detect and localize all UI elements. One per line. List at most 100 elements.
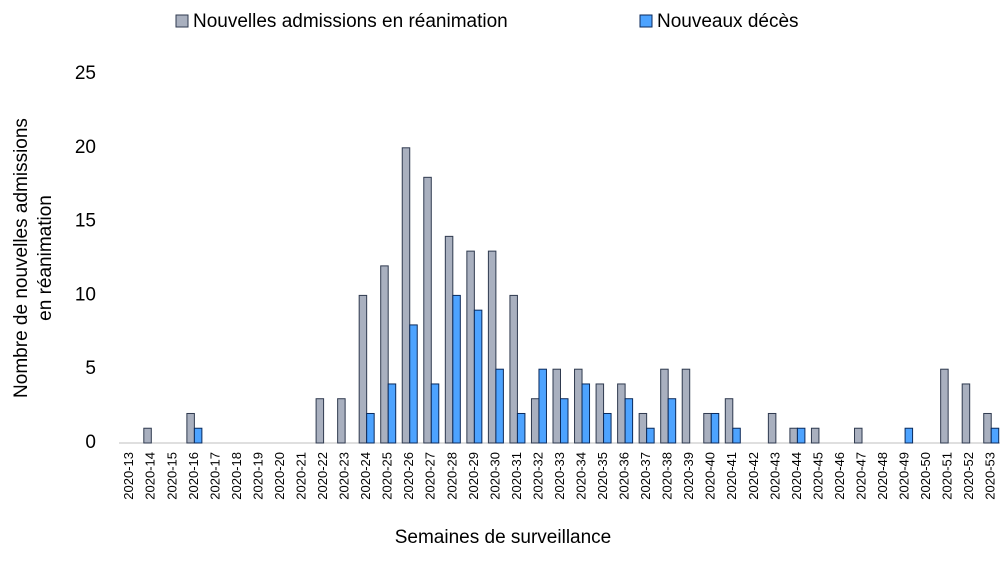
bar — [337, 398, 346, 444]
bar — [473, 309, 483, 444]
bar — [681, 368, 691, 444]
x-tick-label: 2020-33 — [552, 452, 567, 500]
x-tick-label: 2020-49 — [897, 452, 912, 500]
x-tick-label: 2020-20 — [272, 452, 287, 500]
bar — [961, 383, 971, 444]
y-tick-label: 25 — [75, 63, 96, 84]
bar — [315, 398, 325, 444]
x-tick-label: 2020-51 — [940, 452, 955, 500]
bar — [990, 427, 1000, 444]
y-tick-label: 5 — [85, 358, 96, 379]
bar — [366, 412, 375, 444]
x-tick-label: 2020-17 — [207, 452, 222, 500]
x-tick-label: 2020-30 — [487, 452, 502, 500]
bar — [466, 250, 475, 444]
bar — [646, 427, 655, 444]
x-tick-label: 2020-46 — [832, 452, 847, 500]
bar — [810, 427, 820, 444]
y-tick-label: 10 — [75, 284, 96, 305]
x-tick-label: 2020-18 — [229, 452, 244, 500]
bar — [193, 427, 203, 444]
x-tick-label: 2020-22 — [315, 452, 330, 500]
x-tick-label: 2020-41 — [724, 452, 739, 500]
bar — [660, 368, 669, 444]
y-tick-label: 0 — [85, 432, 96, 453]
x-tick-label: 2020-40 — [703, 452, 718, 500]
bar — [904, 427, 914, 444]
bar — [380, 265, 389, 444]
x-tick-label: 2020-35 — [595, 452, 610, 500]
bar — [581, 383, 591, 444]
x-tick-label: 2020-27 — [423, 452, 438, 500]
x-tick-label: 2020-48 — [875, 452, 890, 500]
bar — [186, 412, 195, 444]
x-tick-label: 2020-23 — [337, 452, 352, 500]
x-tick-label: 2020-39 — [681, 452, 696, 500]
x-tick-label: 2020-15 — [164, 452, 179, 500]
bar — [423, 176, 432, 444]
y-axis-label: Nombre de nouvelles admissions — [11, 118, 32, 398]
legend-label: Nouveaux décès — [657, 11, 799, 32]
bar — [430, 383, 440, 444]
bar — [409, 324, 418, 444]
bar — [516, 412, 526, 444]
x-tick-label: 2020-50 — [918, 452, 933, 500]
bar — [796, 427, 806, 444]
x-tick-label: 2020-53 — [983, 452, 998, 500]
y-tick-label: 20 — [75, 137, 96, 158]
bar — [732, 427, 741, 444]
x-tick-label: 2020-14 — [143, 452, 158, 500]
bar — [487, 250, 497, 444]
bar — [854, 427, 863, 444]
bar — [452, 294, 461, 444]
bar — [560, 398, 569, 444]
bar — [552, 368, 561, 444]
x-tick-label: 2020-28 — [444, 452, 459, 500]
bar — [617, 383, 626, 444]
x-tick-label: 2020-26 — [401, 452, 416, 500]
bar — [530, 398, 540, 444]
bar — [624, 398, 634, 444]
bar — [444, 235, 454, 444]
bar — [667, 398, 677, 444]
x-tick-label: 2020-47 — [853, 452, 868, 500]
bar — [143, 427, 152, 444]
y-axis-label: en réanimation — [35, 195, 56, 321]
bar — [509, 294, 518, 444]
legend-swatch — [175, 14, 189, 28]
x-tick-label: 2020-45 — [810, 452, 825, 500]
bar — [538, 368, 547, 444]
x-axis-label: Semaines de surveillance — [395, 527, 612, 548]
bar — [703, 412, 712, 444]
x-tick-label: 2020-25 — [380, 452, 395, 500]
bar — [789, 427, 798, 444]
bar — [595, 383, 605, 444]
x-tick-label: 2020-13 — [121, 452, 136, 500]
legend-swatch — [639, 14, 653, 28]
x-tick-label: 2020-19 — [250, 452, 265, 500]
bar — [603, 412, 612, 444]
bar — [387, 383, 397, 444]
x-tick-label: 2020-29 — [466, 452, 481, 500]
bar — [358, 294, 368, 444]
x-tick-label: 2020-16 — [186, 452, 201, 500]
x-tick-label: 2020-31 — [509, 452, 524, 500]
bar — [638, 412, 648, 444]
x-tick-label: 2020-34 — [573, 452, 588, 500]
x-tick-label: 2020-38 — [660, 452, 675, 500]
legend-label: Nouvelles admissions en réanimation — [193, 11, 508, 32]
x-tick-label: 2020-24 — [358, 452, 373, 500]
x-tick-label: 2020-32 — [530, 452, 545, 500]
x-tick-label: 2020-21 — [293, 452, 308, 500]
x-tick-label: 2020-37 — [638, 452, 653, 500]
x-tick-label: 2020-43 — [767, 452, 782, 500]
x-tick-label: 2020-44 — [789, 452, 804, 500]
bar — [574, 368, 583, 444]
bar — [767, 412, 777, 444]
y-tick-label: 15 — [75, 211, 96, 232]
bar — [401, 147, 411, 444]
bar — [710, 412, 720, 444]
bar — [940, 368, 949, 444]
x-tick-label: 2020-52 — [961, 452, 976, 500]
